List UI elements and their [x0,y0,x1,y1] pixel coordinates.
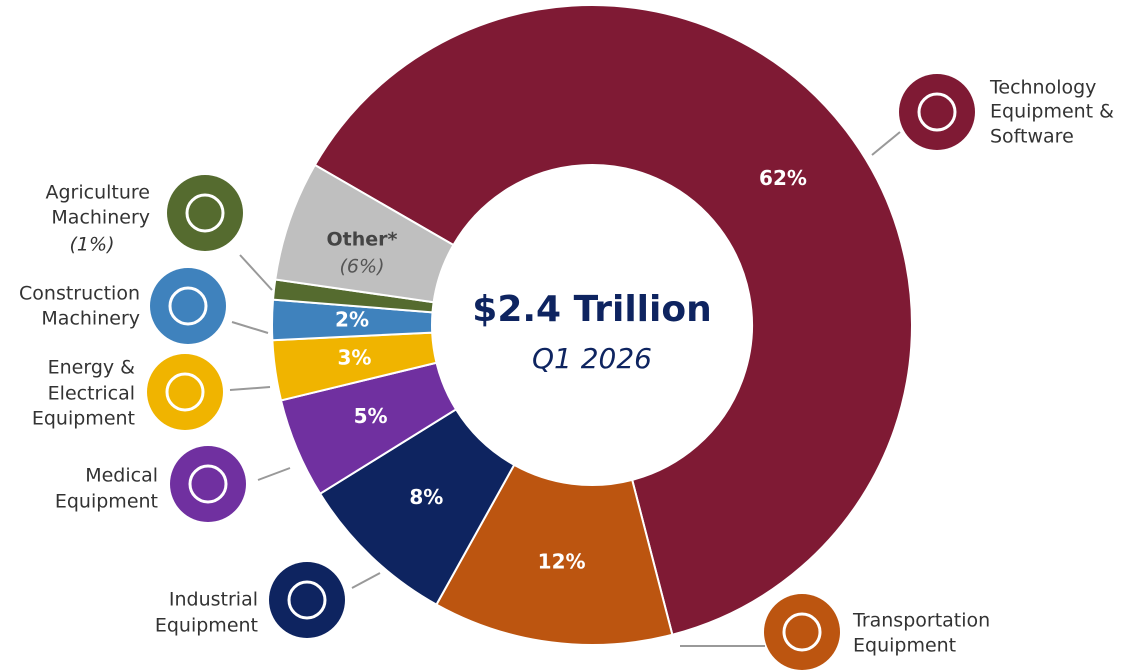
icon-ring [287,580,327,620]
leader-line [351,572,381,589]
icon [150,268,226,344]
category-label: Technology [989,77,1096,99]
slice [313,4,913,636]
value-label: 5% [354,404,388,428]
value-label: 62% [759,166,807,190]
category-label: Agriculture [46,182,151,204]
icon [899,74,975,150]
icon-ring [917,92,957,132]
leader-line [871,131,901,156]
center-subtitle: Q1 2026 [532,342,652,375]
icon [764,594,840,670]
category-label: Medical [85,465,158,487]
slices [271,4,913,646]
icon [269,562,345,638]
category-label: Machinery [51,207,150,229]
leader-line [231,321,269,334]
category-label: Equipment [853,635,956,657]
icon [147,354,223,430]
category-label: Equipment [55,491,158,513]
icon [167,175,243,251]
value-label: (6%) [340,256,385,278]
leader-line [239,254,273,291]
icon-ring [782,612,822,652]
icon-ring [188,464,228,504]
value-label: 12% [538,550,586,574]
category-label: Other* [327,229,398,251]
category-label: Construction [19,283,140,305]
slice [274,163,455,304]
icon-ring [185,193,225,233]
icon-ring [165,372,205,412]
category-label: Software [990,126,1074,148]
category-label: Energy & [48,357,136,379]
value-label: (1%) [70,234,115,256]
slice [435,463,674,646]
category-label: Equipment [32,408,135,430]
value-label: 2% [335,308,369,332]
category-label: Electrical [48,383,135,405]
category-label: Equipment & [990,101,1114,123]
icon-ring [168,286,208,326]
leader-line [229,386,271,391]
category-label: Transportation [852,610,990,632]
value-label: 3% [337,346,371,370]
category-label: Machinery [41,308,140,330]
category-label: Industrial [169,589,258,611]
category-label: Equipment [155,615,258,637]
center-title: $2.4 Trillion [472,289,711,330]
icon [170,446,246,522]
value-label: 8% [409,485,443,509]
leader-line [257,467,291,481]
